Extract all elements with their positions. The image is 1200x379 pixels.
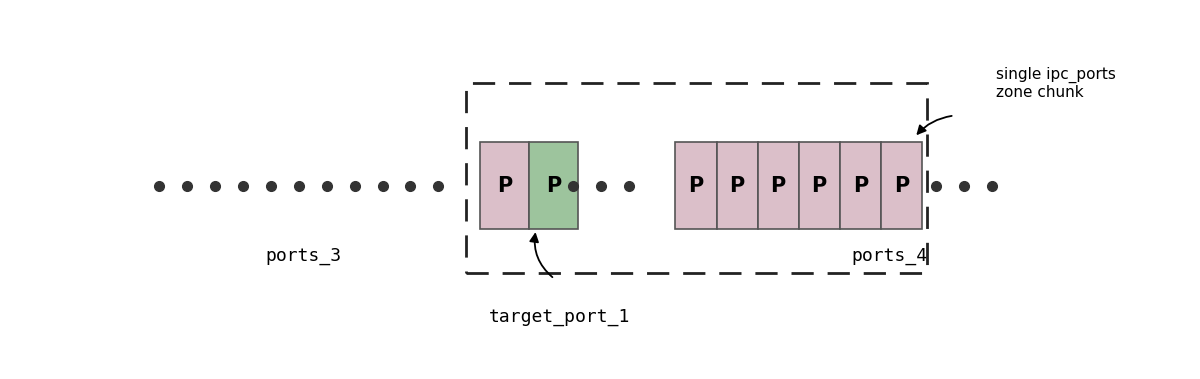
Bar	[467, 83, 926, 273]
Bar	[881, 142, 922, 229]
Text: P: P	[546, 175, 562, 196]
Text: P: P	[770, 175, 786, 196]
Text: ports_3: ports_3	[265, 247, 342, 265]
Text: P: P	[811, 175, 827, 196]
Bar	[716, 142, 757, 229]
Text: P: P	[689, 175, 703, 196]
Bar	[676, 142, 716, 229]
Bar	[840, 142, 881, 229]
Text: single ipc_ports
zone chunk: single ipc_ports zone chunk	[996, 67, 1116, 100]
Bar	[757, 142, 799, 229]
Text: P: P	[497, 175, 512, 196]
Text: ports_4: ports_4	[851, 247, 928, 265]
Text: P: P	[894, 175, 908, 196]
Bar	[799, 142, 840, 229]
Text: P: P	[853, 175, 868, 196]
Bar	[480, 142, 529, 229]
Text: P: P	[730, 175, 745, 196]
Text: target_port_1: target_port_1	[488, 308, 630, 326]
Bar	[529, 142, 578, 229]
